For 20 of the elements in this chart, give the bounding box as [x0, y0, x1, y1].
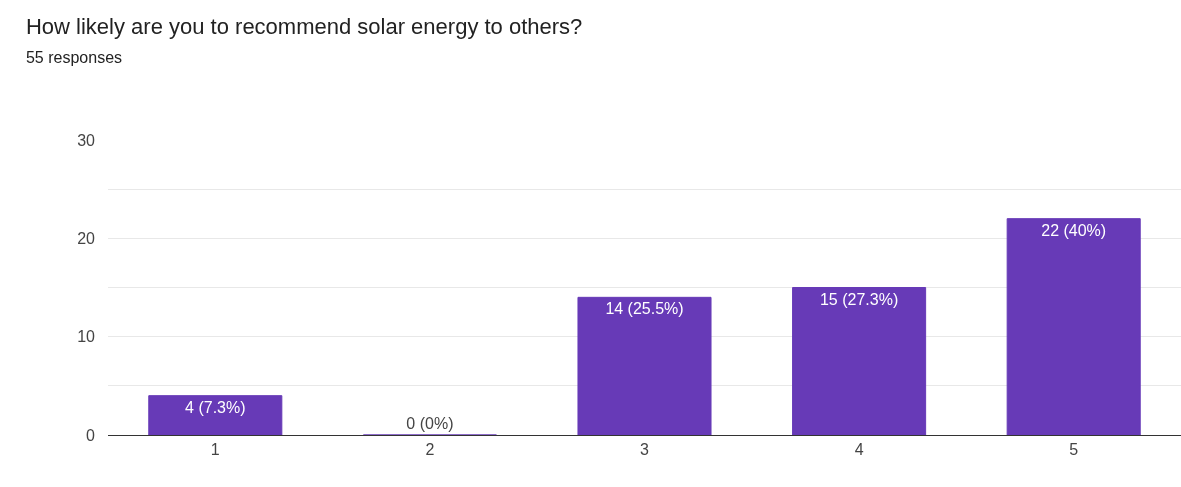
y-tick-label: 0	[86, 426, 96, 444]
bar	[1006, 218, 1141, 435]
chart-title: How likely are you to recommend solar energy to others?	[25, 14, 583, 40]
bar	[792, 287, 927, 435]
bar	[148, 395, 283, 435]
data-label: 4 (7.3%)	[185, 398, 246, 416]
x-tick-label: 2	[425, 441, 435, 459]
data-label: 22 (40%)	[1041, 221, 1107, 239]
y-tick-label: 30	[77, 131, 96, 149]
chart-subtitle: 55 responses	[25, 48, 123, 66]
y-tick-label: 10	[77, 328, 96, 346]
x-tick-label: 5	[1069, 441, 1079, 459]
y-tick-label: 20	[77, 229, 96, 247]
data-label: 15 (27.3%)	[819, 290, 899, 308]
bar	[577, 296, 712, 435]
x-tick-label: 3	[640, 441, 650, 459]
x-tick-label: 4	[854, 441, 864, 459]
data-label: 14 (25.5%)	[605, 300, 684, 318]
x-tick-label: 1	[210, 441, 220, 459]
data-label: 0 (0%)	[406, 415, 454, 432]
